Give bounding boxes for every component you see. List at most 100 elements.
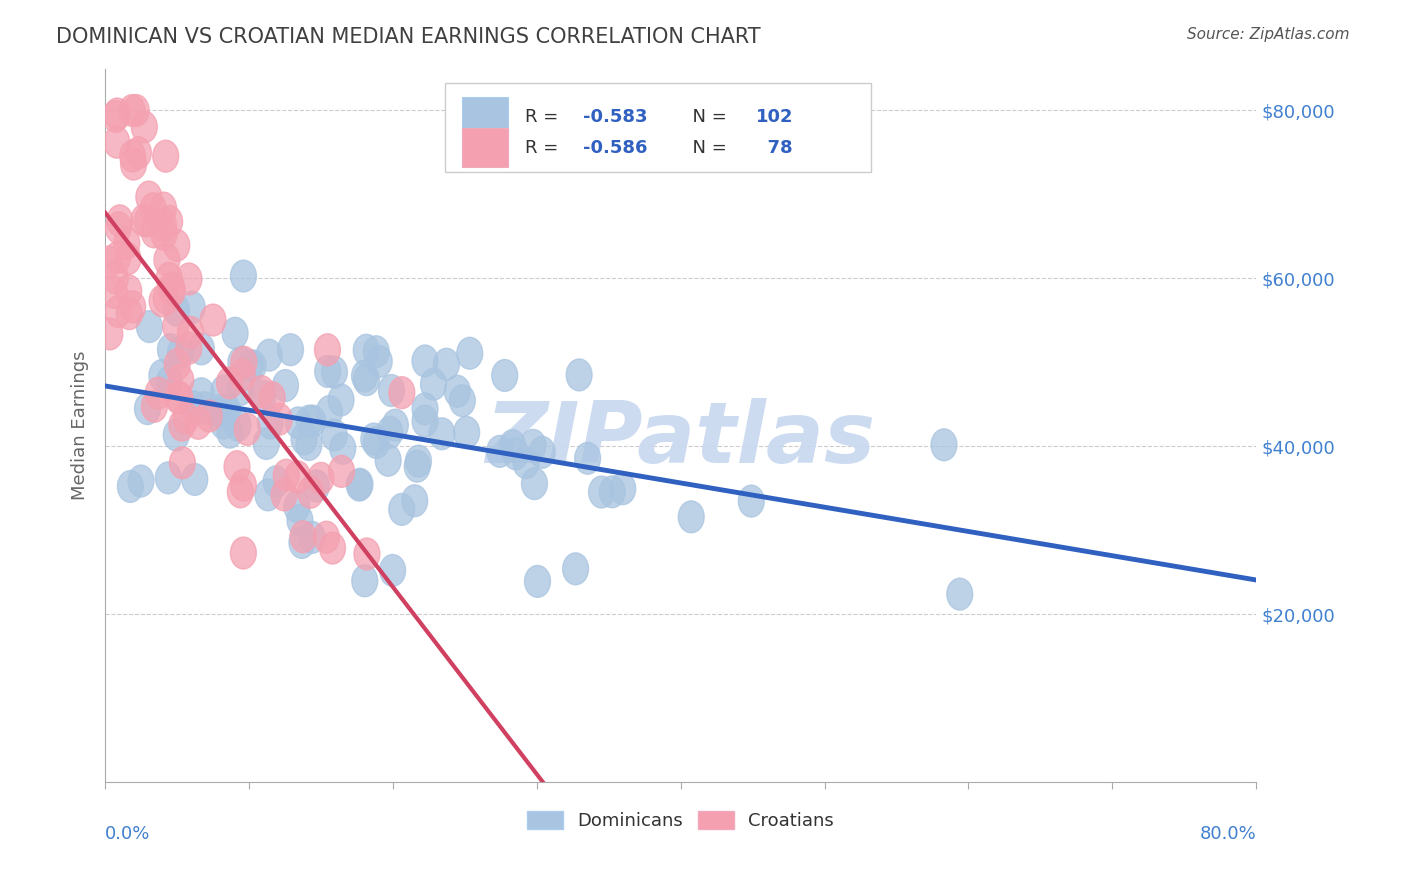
Ellipse shape <box>186 408 211 439</box>
Ellipse shape <box>191 392 218 424</box>
Ellipse shape <box>315 334 340 366</box>
Ellipse shape <box>299 405 326 437</box>
Ellipse shape <box>167 364 194 396</box>
Ellipse shape <box>240 350 266 382</box>
Ellipse shape <box>352 360 378 392</box>
Ellipse shape <box>231 260 256 292</box>
Ellipse shape <box>211 376 236 407</box>
Ellipse shape <box>167 336 194 368</box>
Ellipse shape <box>225 409 250 442</box>
Ellipse shape <box>107 205 132 236</box>
Ellipse shape <box>330 433 356 465</box>
Text: 80.0%: 80.0% <box>1199 825 1256 843</box>
Text: 0.0%: 0.0% <box>105 825 150 843</box>
Ellipse shape <box>522 467 547 500</box>
Ellipse shape <box>405 450 430 483</box>
Ellipse shape <box>142 391 167 422</box>
Ellipse shape <box>433 348 460 380</box>
Ellipse shape <box>200 304 226 336</box>
Ellipse shape <box>215 394 240 426</box>
Ellipse shape <box>120 140 146 172</box>
Text: Source: ZipAtlas.com: Source: ZipAtlas.com <box>1187 27 1350 42</box>
Ellipse shape <box>103 262 128 294</box>
Ellipse shape <box>115 275 142 307</box>
Ellipse shape <box>118 470 143 502</box>
Ellipse shape <box>224 450 250 483</box>
Ellipse shape <box>457 337 482 369</box>
Ellipse shape <box>377 417 402 448</box>
Ellipse shape <box>285 407 311 439</box>
Ellipse shape <box>257 407 283 439</box>
Ellipse shape <box>128 465 153 497</box>
Ellipse shape <box>149 359 174 392</box>
Ellipse shape <box>228 346 254 378</box>
Ellipse shape <box>249 376 274 408</box>
Ellipse shape <box>141 216 167 248</box>
Ellipse shape <box>304 470 329 502</box>
Ellipse shape <box>211 407 236 439</box>
FancyBboxPatch shape <box>463 128 508 167</box>
Ellipse shape <box>205 394 231 426</box>
Ellipse shape <box>520 429 546 461</box>
Ellipse shape <box>153 140 179 172</box>
Ellipse shape <box>412 405 439 437</box>
Ellipse shape <box>328 384 354 416</box>
Ellipse shape <box>157 334 183 366</box>
Text: -0.586: -0.586 <box>583 139 647 157</box>
Ellipse shape <box>353 334 380 367</box>
Ellipse shape <box>429 417 454 450</box>
Ellipse shape <box>450 384 475 417</box>
Ellipse shape <box>114 227 139 259</box>
Ellipse shape <box>159 272 184 304</box>
Ellipse shape <box>136 310 162 343</box>
Ellipse shape <box>105 295 131 327</box>
Text: DOMINICAN VS CROATIAN MEDIAN EARNINGS CORRELATION CHART: DOMINICAN VS CROATIAN MEDIAN EARNINGS CO… <box>56 27 761 46</box>
Ellipse shape <box>136 181 162 213</box>
Ellipse shape <box>308 462 333 494</box>
Ellipse shape <box>375 444 401 476</box>
Text: R =: R = <box>526 108 564 126</box>
Ellipse shape <box>361 423 387 455</box>
Text: N =: N = <box>681 139 733 157</box>
Ellipse shape <box>273 459 299 491</box>
Ellipse shape <box>610 473 636 505</box>
Text: N =: N = <box>681 108 733 126</box>
Ellipse shape <box>153 283 179 314</box>
Text: ZIPatlas: ZIPatlas <box>485 398 876 481</box>
Ellipse shape <box>315 356 340 387</box>
Ellipse shape <box>134 205 160 237</box>
Ellipse shape <box>235 413 260 445</box>
Ellipse shape <box>271 479 297 511</box>
Ellipse shape <box>405 445 432 477</box>
Ellipse shape <box>562 553 589 585</box>
FancyBboxPatch shape <box>463 97 508 136</box>
Ellipse shape <box>124 95 149 127</box>
Ellipse shape <box>104 98 131 130</box>
Ellipse shape <box>298 476 323 508</box>
Ellipse shape <box>131 204 156 236</box>
Ellipse shape <box>329 456 354 487</box>
Ellipse shape <box>389 493 415 525</box>
Ellipse shape <box>165 229 190 261</box>
Ellipse shape <box>254 479 281 511</box>
Ellipse shape <box>170 447 195 479</box>
Ellipse shape <box>120 291 146 323</box>
Ellipse shape <box>163 294 190 326</box>
Ellipse shape <box>101 277 128 309</box>
Ellipse shape <box>156 262 181 294</box>
Ellipse shape <box>738 485 765 517</box>
Ellipse shape <box>299 522 325 553</box>
Ellipse shape <box>291 423 316 455</box>
Ellipse shape <box>297 405 322 437</box>
Ellipse shape <box>238 350 263 382</box>
Ellipse shape <box>363 426 389 458</box>
Ellipse shape <box>177 317 204 348</box>
Text: R =: R = <box>526 139 564 157</box>
Ellipse shape <box>589 476 614 508</box>
Ellipse shape <box>217 367 242 399</box>
Ellipse shape <box>231 537 256 569</box>
Ellipse shape <box>363 335 389 368</box>
Ellipse shape <box>273 369 298 401</box>
Ellipse shape <box>290 521 316 553</box>
Ellipse shape <box>499 430 526 461</box>
